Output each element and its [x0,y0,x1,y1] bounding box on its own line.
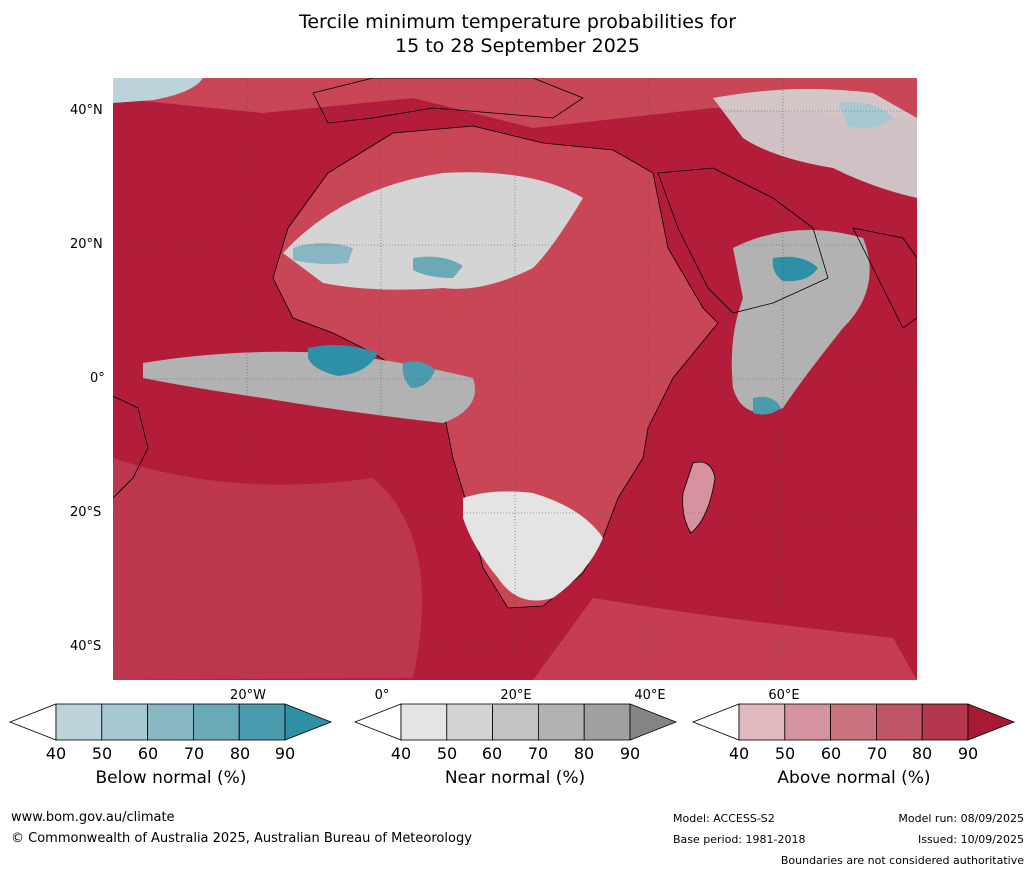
colorbar-low-arrow [353,703,402,741]
colorbar-segment [192,703,240,741]
indian-ocean-below-normal [753,396,781,415]
colorbar-segment [738,703,786,741]
boundaries-disclaimer: Boundaries are not considered authoritat… [780,854,1024,867]
legend-below-colorbar [8,703,333,741]
legend-near-tick: 70 [527,744,549,763]
india-coastline [852,227,917,329]
colorbar-segment [875,703,923,741]
legend-below-tick: 80 [229,744,251,763]
europe-coastline [312,78,584,124]
legend-below-tick: 60 [137,744,159,763]
colorbar-segment [583,703,631,741]
colorbar-high-arrow [284,703,333,741]
colorbar-segment [446,703,494,741]
colorbar-high-arrow [629,703,678,741]
legend-below-tick: 50 [91,744,113,763]
legend-near-tick: 90 [619,744,641,763]
middle-east-below-normal [838,102,893,129]
base-period: Base period: 1981-2018 [673,833,806,846]
legend-above-title: Above normal (%) [777,768,931,788]
gulf-below-normal-1 [308,344,378,376]
legend-near-normal [353,703,678,741]
colorbar-segment [921,703,969,741]
arabian-sea-near-normal [731,230,870,413]
colorbar-segment [492,703,539,741]
model-name: Model: ACCESS-S2 [673,812,775,825]
lat-label-20s: 20°S [70,505,102,520]
graticule [113,78,917,680]
colorbar-segment [238,703,286,741]
forecast-map [113,78,917,680]
lat-label-20n: 20°N [70,237,103,252]
gulf-below-normal-2 [402,361,435,388]
title-line-1: Tercile minimum temperature probabilitie… [298,11,737,33]
southern-africa-near-normal [463,491,603,601]
legend-above-tick: 60 [820,744,842,763]
lat-label-40s: 40°S [70,639,102,654]
map-svg [113,78,917,680]
legend-above-tick: 50 [774,744,796,763]
legend-above-normal [691,703,1016,741]
legend-above-tick: 90 [957,744,979,763]
legend-below-title: Below normal (%) [95,768,247,788]
legend-below-tick: 70 [183,744,205,763]
colorbar-segment [830,703,877,741]
arabia-coastline [657,167,829,314]
atlantic-below-normal [113,78,203,103]
website-link[interactable]: www.bom.gov.au/climate [11,810,175,825]
colorbar-high-arrow [967,703,1016,741]
legend-below-tick: 90 [274,744,296,763]
chart-title: Tercile minimum temperature probabilitie… [0,10,1035,58]
colorbar-segment [147,703,194,741]
arabian-sea-below-normal [772,256,818,282]
colorbar-low-arrow [691,703,740,741]
title-line-2: 15 to 28 September 2025 [395,35,640,57]
legend-above-tick: 80 [911,744,933,763]
west-sahara-below-normal [293,243,353,264]
lon-label-20e: 20°E [500,688,532,703]
southwest-ocean-band [113,458,422,680]
lat-label-40n: 40°N [70,103,103,118]
sahara-near-normal [283,172,583,290]
model-run-date: Model run: 08/09/2025 [898,812,1024,825]
colorbar-segment [55,703,103,741]
southeast-ocean-band [533,598,917,680]
lon-label-40e: 40°E [634,688,666,703]
legend-below-tick: 40 [45,744,67,763]
colorbar-segment [101,703,149,741]
legend-above-tick: 70 [866,744,888,763]
colorbar-segment [537,703,585,741]
legend-near-title: Near normal (%) [444,768,586,788]
legend-near-tick: 80 [573,744,595,763]
colorbar-segment [784,703,832,741]
legend-above-tick: 40 [728,744,750,763]
lat-label-equator: 0° [90,371,105,386]
sahara-below-normal [413,256,463,278]
lon-label-60e: 60°E [768,688,800,703]
colorbar-segment [400,703,448,741]
legend-below-normal [8,703,333,741]
legend-near-colorbar [353,703,678,741]
gulf-of-guinea-near-normal [143,351,475,423]
colorbar-low-arrow [8,703,57,741]
lon-label-20w: 20°W [230,688,266,703]
lon-label-0: 0° [374,688,390,703]
legend-near-tick: 40 [390,744,412,763]
copyright-text: © Commonwealth of Australia 2025, Austra… [11,831,472,846]
issued-date: Issued: 10/09/2025 [917,833,1024,846]
madagascar [682,461,716,534]
legend-near-tick: 50 [436,744,458,763]
legend-near-tick: 60 [481,744,503,763]
legend-above-colorbar [691,703,1016,741]
south-america-coastline [113,395,149,499]
